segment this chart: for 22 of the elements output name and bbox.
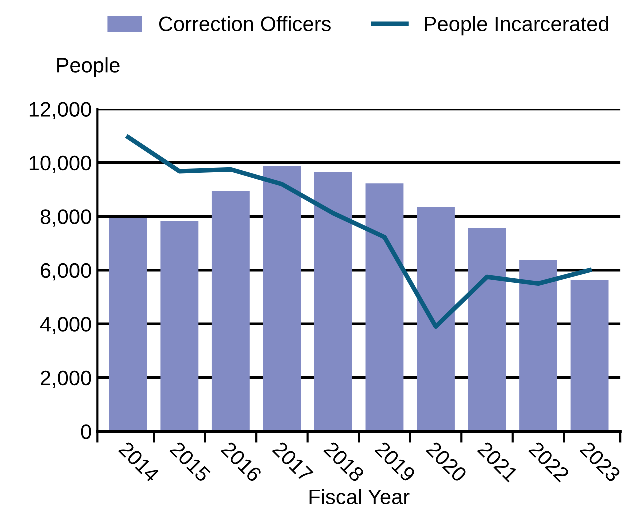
bar (263, 166, 302, 432)
bar (212, 191, 250, 432)
legend-label: Correction Officers (159, 16, 331, 32)
y-tick-label: 12,000 (30, 102, 92, 120)
y-tick-label: 8,000 (40, 210, 92, 227)
bar (109, 218, 148, 432)
bar (417, 208, 455, 432)
bar (520, 260, 558, 432)
y-tick-label: 10,000 (30, 156, 92, 174)
bar (160, 220, 199, 432)
y-tick-label: 2,000 (41, 370, 92, 388)
legend-label: People Incarcerated (425, 16, 608, 36)
bar (366, 184, 404, 432)
bar (314, 172, 352, 432)
y-axis-title: People (58, 58, 120, 77)
y-tick-label: 6,000 (41, 263, 92, 281)
line-series (126, 135, 592, 330)
x-axis-title: Fiscal Year (310, 489, 410, 505)
bar (468, 228, 506, 432)
y-tick-label: 0 (81, 424, 92, 440)
y-tick-label: 4,000 (40, 317, 92, 334)
bar (570, 280, 609, 432)
